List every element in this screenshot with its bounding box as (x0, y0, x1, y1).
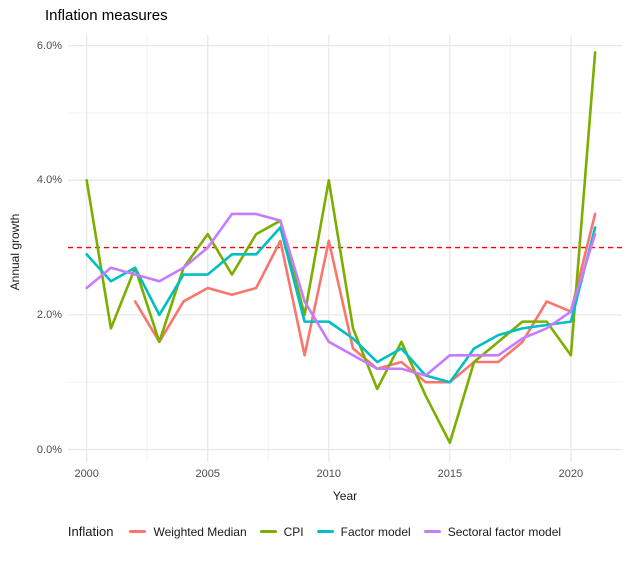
y-axis-title: Annual growth (8, 213, 22, 291)
legend-key-icon (129, 530, 147, 533)
legend-item-factor-model: Factor model (316, 524, 411, 539)
page-title: Inflation measures (45, 7, 168, 24)
y-tick-label: 6.0% (36, 39, 62, 52)
series-line-sectoral-factor-model (85, 212, 597, 377)
y-tick-label: 4.0% (36, 174, 62, 187)
legend-key-icon (316, 530, 334, 533)
legend-label: Sectoral factor model (447, 524, 562, 539)
x-tick-label: 2020 (558, 468, 584, 480)
legend-item-weighted-median: Weighted Median (129, 524, 247, 539)
legend-label: Weighted Median (153, 524, 247, 539)
y-tick-label: 2.0% (36, 308, 62, 321)
legend-key-icon (259, 530, 277, 533)
x-tick-label: 2010 (316, 468, 342, 480)
x-tick-label: 2015 (437, 468, 463, 480)
series-line-factor-model (85, 226, 597, 384)
x-axis-title: Year (332, 489, 358, 503)
x-tick-label: 2005 (195, 468, 220, 480)
legend: Inflation Weighted Median CPI Factor model… (0, 524, 629, 539)
y-tick-label: 0.0% (36, 443, 62, 456)
legend-item-cpi: CPI (259, 524, 304, 539)
legend-title: Inflation (67, 524, 114, 539)
legend-item-sectoral-factor-model: Sectoral factor model (423, 524, 562, 539)
legend-label: CPI (283, 524, 304, 539)
legend-label: Factor model (340, 524, 411, 539)
legend-key-icon (423, 530, 441, 533)
x-tick-label: 2000 (74, 468, 99, 480)
